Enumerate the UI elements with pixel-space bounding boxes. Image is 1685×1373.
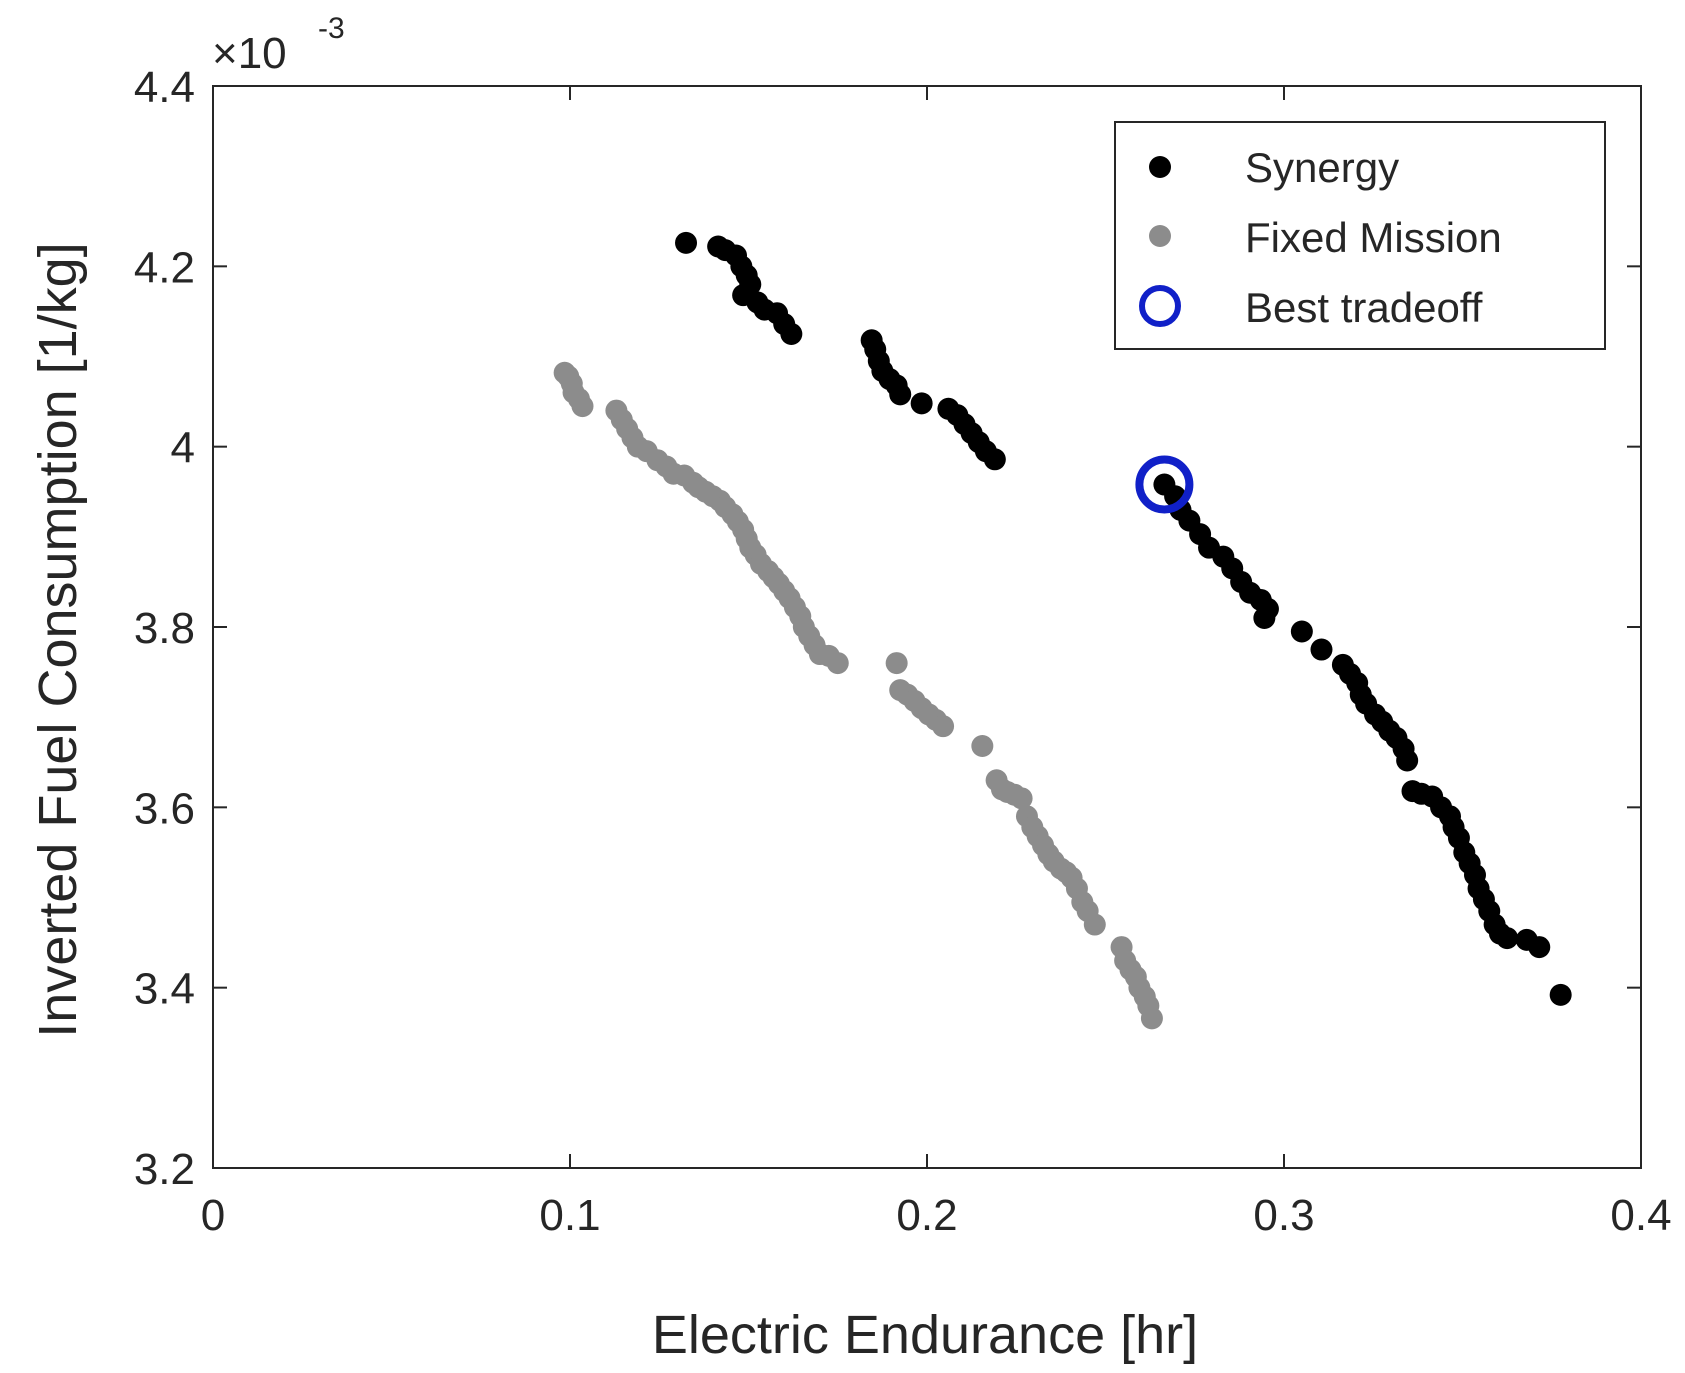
y-exponent-label: ×10 -3 — [212, 12, 345, 78]
fixed-mission-point — [885, 652, 908, 675]
fixed-mission-point — [932, 715, 955, 738]
x-tick-label: 0.1 — [539, 1191, 600, 1240]
fixed-mission-point — [571, 395, 594, 418]
x-tick-label: 0.4 — [1610, 1191, 1671, 1240]
best-tradeoff-series — [1135, 455, 1194, 514]
best-tradeoff-marker — [1135, 455, 1194, 514]
synergy-point — [1549, 983, 1572, 1006]
fixed-mission-point — [1083, 913, 1106, 936]
tick-labels: 0 0.1 0.2 0.3 0.4 3.2 3.4 3.6 3.8 4 4.2 4.4 — [134, 63, 1672, 1240]
fixed-mission-point — [971, 735, 994, 758]
y-axis-title: Inverted Fuel Consumption [1/kg] — [28, 242, 88, 1037]
y-tick-label: 4.2 — [134, 243, 195, 292]
legend-label-synergy: Synergy — [1245, 144, 1399, 191]
y-tick-label: 4 — [171, 424, 195, 473]
legend-label-best-tradeoff: Best tradeoff — [1245, 284, 1483, 331]
x-tick-label: 0 — [201, 1191, 225, 1240]
synergy-point — [780, 322, 803, 345]
fixed-mission-point — [1140, 1007, 1163, 1030]
synergy-point — [1528, 936, 1551, 959]
legend-marker-synergy — [1149, 156, 1171, 178]
x-axis-title: Electric Endurance [hr] — [652, 1305, 1198, 1365]
fixed-mission-point — [826, 652, 849, 675]
synergy-series — [675, 231, 1572, 1006]
synergy-point — [983, 448, 1006, 471]
synergy-point — [1496, 927, 1519, 950]
y-tick-label: 3.6 — [134, 784, 195, 833]
axis-ticks — [212, 85, 1642, 1169]
y-tick-label: 3.8 — [134, 604, 195, 653]
synergy-point — [889, 383, 912, 406]
synergy-point — [1253, 606, 1276, 629]
y-tick-label: 4.4 — [134, 63, 195, 112]
fixed-mission-point — [1010, 787, 1033, 810]
synergy-point — [1310, 638, 1333, 661]
fixed-mission-series — [553, 361, 1163, 1030]
legend-label-fixed-mission: Fixed Mission — [1245, 214, 1502, 261]
synergy-point — [675, 231, 698, 254]
legend: Synergy Fixed Mission Best tradeoff — [1114, 121, 1606, 350]
y-exponent-base: ×10 — [212, 29, 287, 78]
synergy-point — [1290, 620, 1313, 643]
legend-box — [1114, 121, 1606, 350]
y-tick-label: 3.2 — [134, 1145, 195, 1194]
synergy-point — [1396, 749, 1419, 772]
legend-marker-best-tradeoff — [1139, 285, 1181, 327]
y-exponent-power: -3 — [318, 12, 345, 45]
x-tick-label: 0.2 — [896, 1191, 957, 1240]
synergy-point — [910, 392, 933, 415]
y-tick-label: 3.4 — [134, 965, 195, 1014]
legend-marker-fixed-mission — [1149, 225, 1171, 247]
x-tick-label: 0.3 — [1253, 1191, 1314, 1240]
